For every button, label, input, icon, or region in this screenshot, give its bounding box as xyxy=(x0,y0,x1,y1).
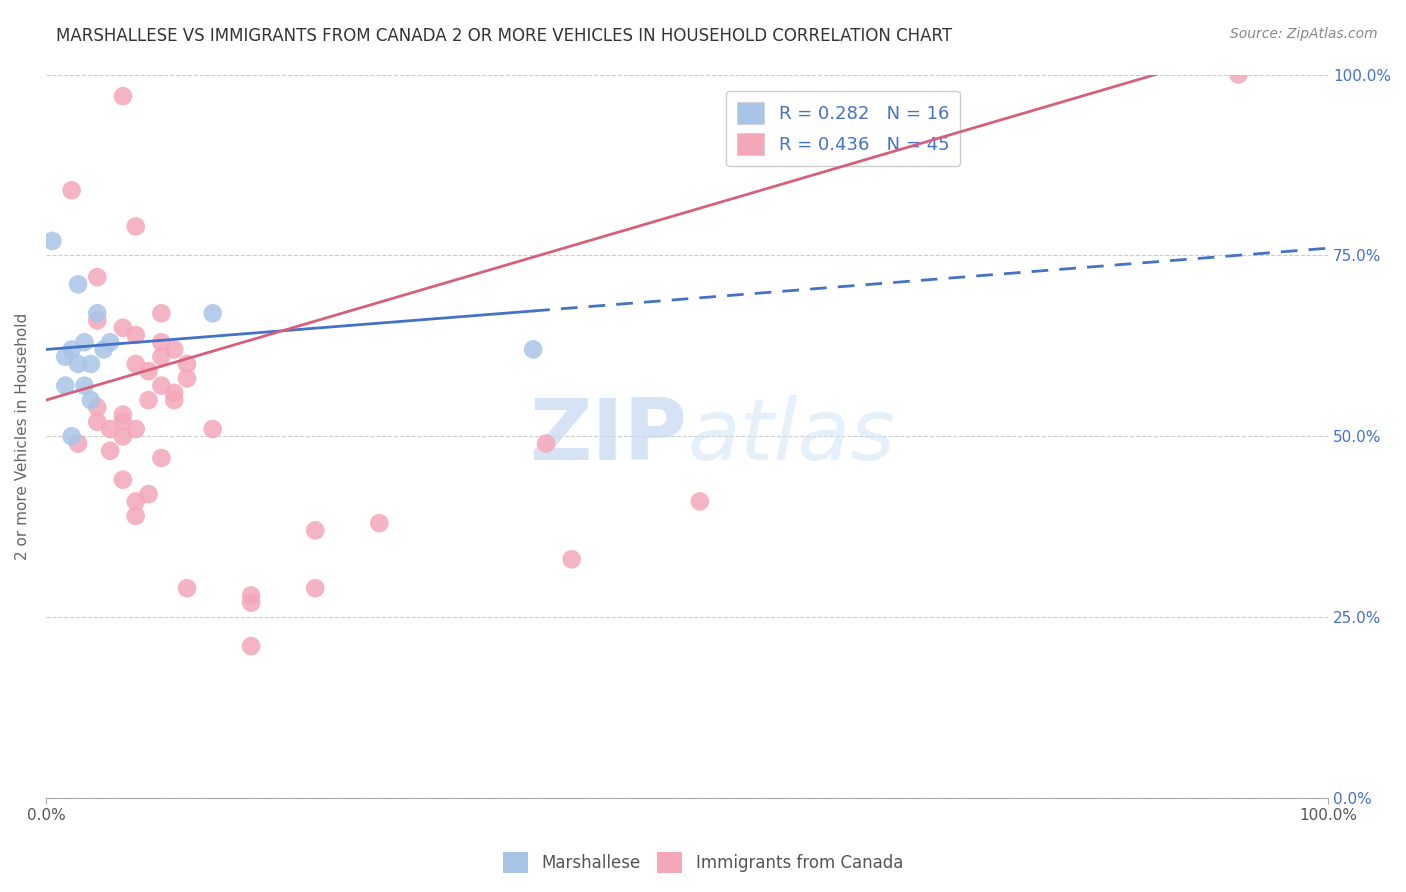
Point xyxy=(138,393,160,408)
Point xyxy=(522,343,544,357)
Point xyxy=(80,393,103,408)
Point xyxy=(66,277,89,292)
Point xyxy=(176,357,198,371)
Point xyxy=(86,401,108,415)
Point xyxy=(86,306,108,320)
Point xyxy=(125,328,148,343)
Point xyxy=(150,350,173,364)
Point xyxy=(53,378,76,392)
Point xyxy=(163,393,186,408)
Point xyxy=(98,443,121,458)
Point xyxy=(138,364,160,378)
Point xyxy=(111,320,134,334)
Point xyxy=(60,429,83,443)
Point xyxy=(534,436,557,450)
Point xyxy=(138,487,160,501)
Point xyxy=(125,508,148,523)
Point xyxy=(111,89,134,103)
Point xyxy=(689,494,711,508)
Point xyxy=(98,335,121,350)
Text: atlas: atlas xyxy=(688,395,896,478)
Text: ZIP: ZIP xyxy=(529,395,688,478)
Point xyxy=(93,343,115,357)
Point xyxy=(60,343,83,357)
Point xyxy=(201,306,224,320)
Point xyxy=(98,422,121,436)
Point xyxy=(86,313,108,327)
Legend: R = 0.282   N = 16, R = 0.436   N = 45: R = 0.282 N = 16, R = 0.436 N = 45 xyxy=(727,91,960,166)
Point xyxy=(240,596,263,610)
Point xyxy=(561,552,583,566)
Point xyxy=(1227,68,1250,82)
Point xyxy=(86,415,108,429)
Point xyxy=(86,270,108,285)
Y-axis label: 2 or more Vehicles in Household: 2 or more Vehicles in Household xyxy=(15,313,30,560)
Point xyxy=(41,234,63,248)
Text: MARSHALLESE VS IMMIGRANTS FROM CANADA 2 OR MORE VEHICLES IN HOUSEHOLD CORRELATIO: MARSHALLESE VS IMMIGRANTS FROM CANADA 2 … xyxy=(56,27,952,45)
Point xyxy=(150,378,173,392)
Point xyxy=(176,581,198,595)
Point xyxy=(150,306,173,320)
Point xyxy=(304,524,326,538)
Point xyxy=(73,335,96,350)
Point xyxy=(240,639,263,653)
Point xyxy=(53,350,76,364)
Text: Source: ZipAtlas.com: Source: ZipAtlas.com xyxy=(1230,27,1378,41)
Point xyxy=(125,494,148,508)
Point xyxy=(150,335,173,350)
Point xyxy=(125,422,148,436)
Point xyxy=(60,183,83,197)
Point xyxy=(150,450,173,465)
Point xyxy=(111,415,134,429)
Point xyxy=(111,473,134,487)
Point xyxy=(368,516,391,530)
Point xyxy=(125,357,148,371)
Point xyxy=(176,371,198,385)
Point xyxy=(163,343,186,357)
Point xyxy=(201,422,224,436)
Point xyxy=(80,357,103,371)
Point xyxy=(163,385,186,400)
Point xyxy=(125,219,148,234)
Point xyxy=(304,581,326,595)
Point xyxy=(240,589,263,603)
Point xyxy=(111,408,134,422)
Point xyxy=(66,436,89,450)
Point xyxy=(111,429,134,443)
Point xyxy=(73,378,96,392)
Legend: Marshallese, Immigrants from Canada: Marshallese, Immigrants from Canada xyxy=(496,846,910,880)
Point xyxy=(66,357,89,371)
